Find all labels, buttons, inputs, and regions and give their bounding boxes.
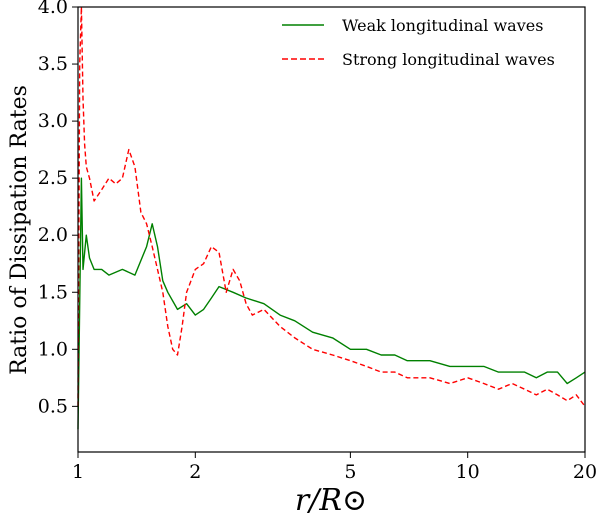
y-tick-label-0: 0.5 bbox=[38, 395, 68, 417]
y-tick-label-2: 1.5 bbox=[38, 281, 68, 303]
plot-frame bbox=[77, 6, 586, 453]
x-axis-label: r/R⊙ bbox=[295, 483, 367, 518]
y-tick-label-3: 2.0 bbox=[38, 224, 68, 246]
series-line-0 bbox=[77, 177, 586, 430]
series-layer bbox=[77, 6, 586, 430]
x-tick-label-3: 10 bbox=[456, 461, 480, 483]
ticks-layer: 1 2 5 10 20 0.5 1.0 1.5 2.0 2.5 3.0 3.5 4.0 bbox=[38, 0, 597, 483]
y-tick-label-6: 3.5 bbox=[38, 53, 68, 75]
x-tick-label-0: 1 bbox=[72, 461, 84, 483]
series-line-1 bbox=[77, 6, 586, 407]
legend: Weak longitudinal waves Strong longitudi… bbox=[282, 16, 555, 69]
y-axis-label: Ratio of Dissipation Rates bbox=[7, 85, 32, 375]
y-tick-label-5: 3.0 bbox=[38, 110, 68, 132]
y-tick-label-4: 2.5 bbox=[38, 167, 68, 189]
x-tick-label-1: 2 bbox=[189, 461, 201, 483]
legend-label-strong: Strong longitudinal waves bbox=[342, 50, 555, 69]
x-tick-label-2: 5 bbox=[344, 461, 356, 483]
x-tick-label-4: 20 bbox=[573, 461, 597, 483]
legend-label-weak: Weak longitudinal waves bbox=[342, 16, 543, 35]
y-tick-label-1: 1.0 bbox=[38, 338, 68, 360]
y-tick-label-7: 4.0 bbox=[38, 0, 68, 18]
